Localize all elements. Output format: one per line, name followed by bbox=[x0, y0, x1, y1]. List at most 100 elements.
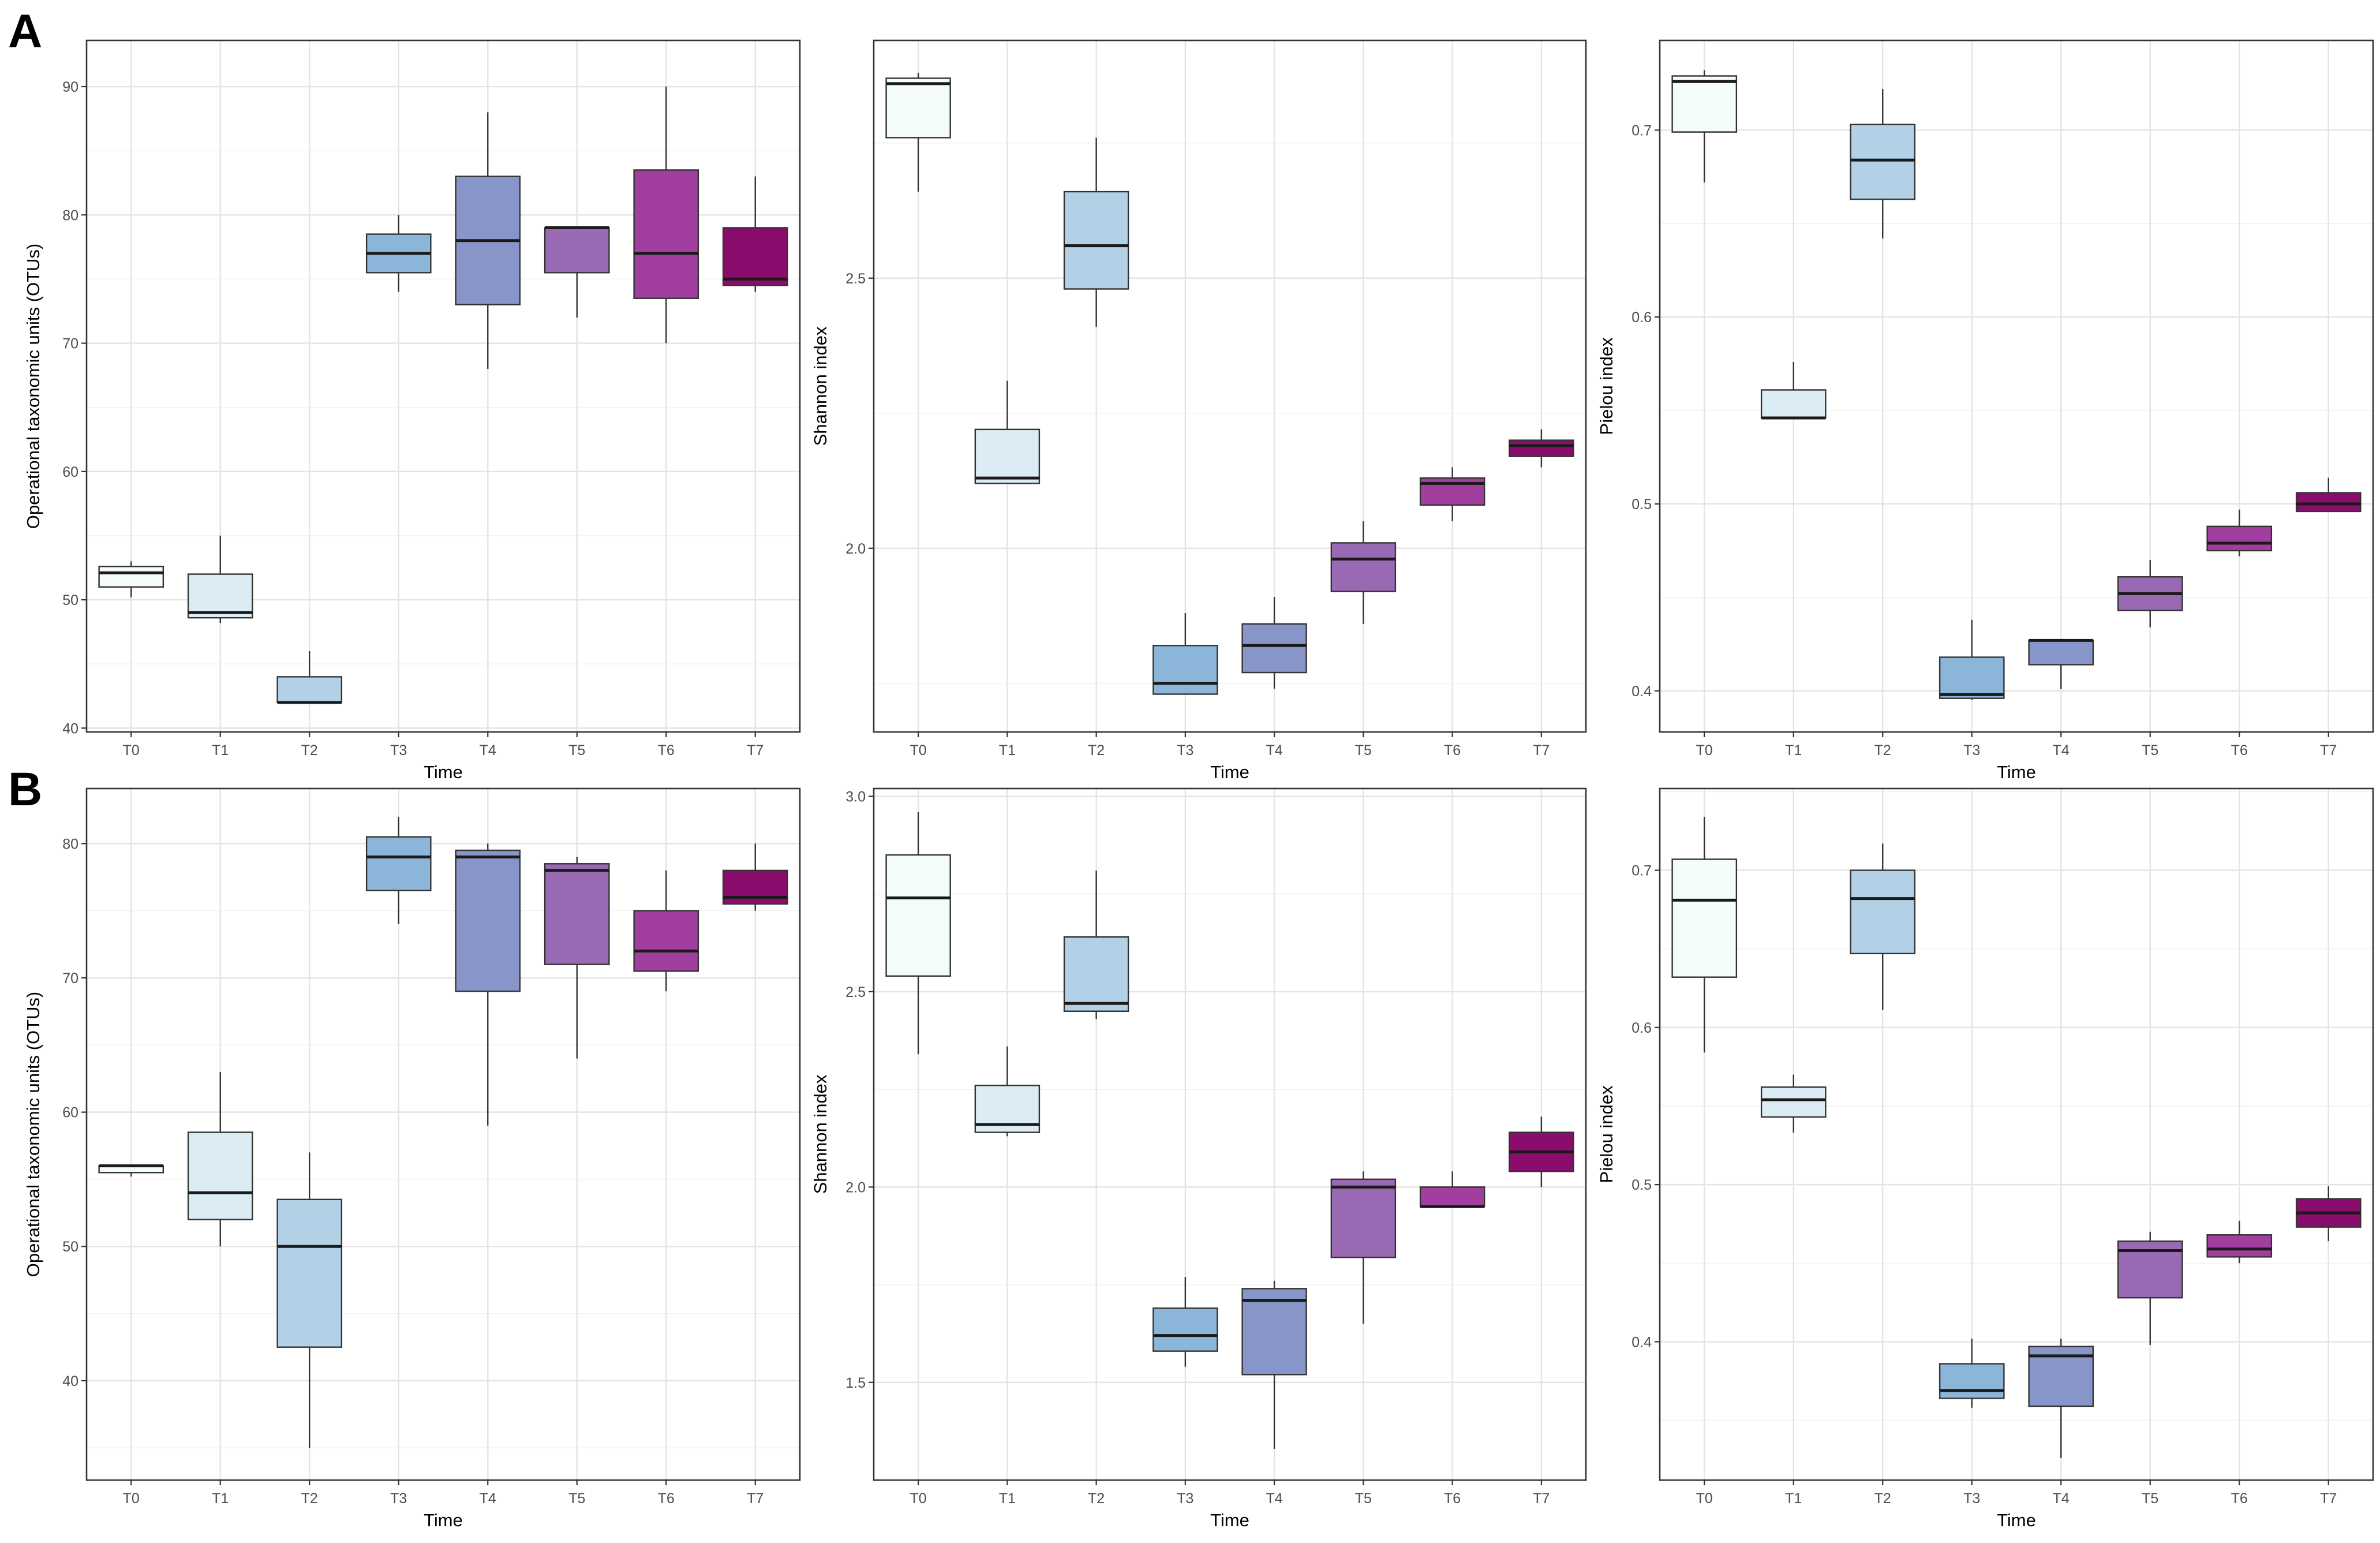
x-tick-label: T2 bbox=[1088, 1490, 1105, 1507]
panel-label-b: B bbox=[8, 763, 42, 816]
y-tick-label: 40 bbox=[62, 720, 78, 737]
box-T3 bbox=[1152, 645, 1218, 695]
y-tick-label: 40 bbox=[62, 1373, 78, 1389]
x-tick-label: T1 bbox=[212, 1490, 229, 1507]
x-axis-title: Time bbox=[1210, 762, 1249, 782]
y-tick-label: 2.0 bbox=[845, 541, 866, 557]
box-T2 bbox=[1063, 190, 1129, 290]
x-tick-label: T3 bbox=[1963, 742, 1980, 759]
x-axis-title: Time bbox=[1997, 1510, 2036, 1530]
box-T1 bbox=[974, 428, 1041, 484]
y-tick-label: 3.0 bbox=[845, 789, 866, 805]
boxplot-panel-5: 1.5 2.0 2.5 3.0 T0 T1 T2 T3 T4 T5 T6 T7 Time Shannon … bbox=[810, 787, 1587, 1530]
y-tick-label: 1.5 bbox=[845, 1375, 866, 1391]
box-T7 bbox=[1509, 439, 1574, 457]
x-tick-label: T7 bbox=[1533, 742, 1550, 759]
y-axis-title: Pielou index bbox=[1596, 1085, 1616, 1183]
box-T4 bbox=[455, 849, 521, 992]
box-T6 bbox=[2206, 1234, 2273, 1258]
y-tick-label: 0.4 bbox=[1631, 683, 1652, 700]
boxplot-panel-4: 40 50 60 70 80 T0 T1 T2 T3 T4 T5 T6 T7 Time Operationa… bbox=[23, 787, 801, 1530]
box-T2 bbox=[276, 676, 343, 704]
x-tick-label: T4 bbox=[2053, 742, 2070, 759]
x-tick-label: T7 bbox=[1533, 1490, 1550, 1507]
boxplot-panel-3: 0.4 0.5 0.6 0.7 T0 T1 T2 T3 T4 T5 T6 T7 Time Pielou i… bbox=[1596, 39, 2374, 782]
box-T0 bbox=[885, 77, 951, 139]
panel-label-a: A bbox=[8, 5, 42, 58]
x-tick-label: T0 bbox=[1696, 742, 1713, 759]
boxplot-panel-2: 2.0 2.5 T0 T1 T2 T3 T4 T5 T6 T7 Time Shannon index bbox=[810, 39, 1587, 782]
x-axis-title: Time bbox=[1210, 1510, 1249, 1530]
x-tick-label: T4 bbox=[1266, 742, 1283, 759]
x-tick-label: T6 bbox=[1444, 742, 1461, 759]
box-T6 bbox=[633, 910, 699, 972]
x-tick-label: T4 bbox=[2053, 1490, 2070, 1507]
box-T0 bbox=[885, 854, 951, 977]
box-T2 bbox=[276, 1198, 343, 1348]
box-T3 bbox=[365, 836, 432, 891]
x-tick-label: T1 bbox=[212, 742, 229, 759]
y-axis-title: Shannon index bbox=[810, 326, 830, 446]
y-axis-title: Operational taxonomic units (OTUs) bbox=[23, 244, 43, 529]
box-T7 bbox=[722, 227, 788, 286]
plot-frame bbox=[1659, 39, 2374, 733]
box-T5 bbox=[1330, 542, 1397, 592]
plot-frame bbox=[873, 787, 1587, 1481]
x-tick-label: T7 bbox=[2320, 1490, 2337, 1507]
boxplot-panel-1: 40 50 60 70 80 90 T0 T1 T2 T3 T4 T5 T6 T7 Time Operatio… bbox=[23, 39, 801, 782]
boxplot-panel-6: 0.4 0.5 0.6 0.7 T0 T1 T2 T3 T4 T5 T6 T7 Time Pielou i… bbox=[1596, 787, 2374, 1530]
box-T5 bbox=[544, 227, 610, 274]
x-tick-label: T2 bbox=[301, 742, 318, 759]
x-tick-label: T1 bbox=[1785, 742, 1802, 759]
y-tick-label: 80 bbox=[62, 836, 78, 852]
box-T6 bbox=[1419, 1186, 1485, 1208]
x-tick-label: T6 bbox=[658, 742, 675, 759]
x-tick-label: T5 bbox=[2142, 1490, 2158, 1507]
x-tick-label: T0 bbox=[1696, 1490, 1713, 1507]
x-tick-label: T0 bbox=[910, 742, 927, 759]
y-tick-label: 0.7 bbox=[1631, 122, 1652, 139]
box-T1 bbox=[1760, 389, 1827, 419]
x-tick-label: T5 bbox=[2142, 742, 2158, 759]
x-tick-label: T5 bbox=[568, 1490, 585, 1507]
box-T1 bbox=[187, 1131, 253, 1220]
x-tick-label: T3 bbox=[1177, 742, 1193, 759]
box-T0 bbox=[98, 566, 164, 588]
y-tick-label: 0.6 bbox=[1631, 1020, 1652, 1036]
y-tick-label: 2.5 bbox=[845, 984, 866, 1000]
y-tick-label: 60 bbox=[62, 1105, 78, 1121]
x-tick-label: T1 bbox=[1785, 1490, 1802, 1507]
box-T1 bbox=[1760, 1086, 1827, 1118]
plot-frame bbox=[85, 39, 801, 733]
y-axis-title: Operational taxonomic units (OTUs) bbox=[23, 992, 43, 1277]
x-tick-label: T0 bbox=[910, 1490, 927, 1507]
x-tick-label: T7 bbox=[747, 742, 764, 759]
x-tick-label: T5 bbox=[568, 742, 585, 759]
box-T3 bbox=[1152, 1307, 1218, 1352]
x-tick-label: T5 bbox=[1355, 1490, 1372, 1507]
y-tick-label: 0.4 bbox=[1631, 1334, 1652, 1350]
box-T4 bbox=[1241, 623, 1307, 674]
box-T6 bbox=[2206, 525, 2273, 552]
x-tick-label: T6 bbox=[658, 1490, 675, 1507]
box-T7 bbox=[722, 869, 788, 905]
box-T3 bbox=[1939, 656, 2005, 699]
box-T4 bbox=[1241, 1288, 1307, 1376]
x-tick-label: T3 bbox=[1963, 1490, 1980, 1507]
box-T6 bbox=[633, 169, 699, 299]
x-tick-label: T6 bbox=[2231, 742, 2248, 759]
y-tick-label: 70 bbox=[62, 336, 78, 352]
box-T0 bbox=[1671, 75, 1738, 133]
x-tick-label: T1 bbox=[999, 742, 1016, 759]
box-T5 bbox=[544, 863, 610, 965]
x-tick-label: T2 bbox=[1874, 1490, 1891, 1507]
y-tick-label: 0.5 bbox=[1631, 496, 1652, 513]
y-tick-label: 2.5 bbox=[845, 271, 866, 287]
y-tick-label: 70 bbox=[62, 970, 78, 987]
y-tick-label: 80 bbox=[62, 207, 78, 223]
y-tick-label: 60 bbox=[62, 464, 78, 480]
box-T5 bbox=[1330, 1178, 1397, 1258]
plot-frame bbox=[873, 39, 1587, 733]
x-tick-label: T6 bbox=[1444, 1490, 1461, 1507]
